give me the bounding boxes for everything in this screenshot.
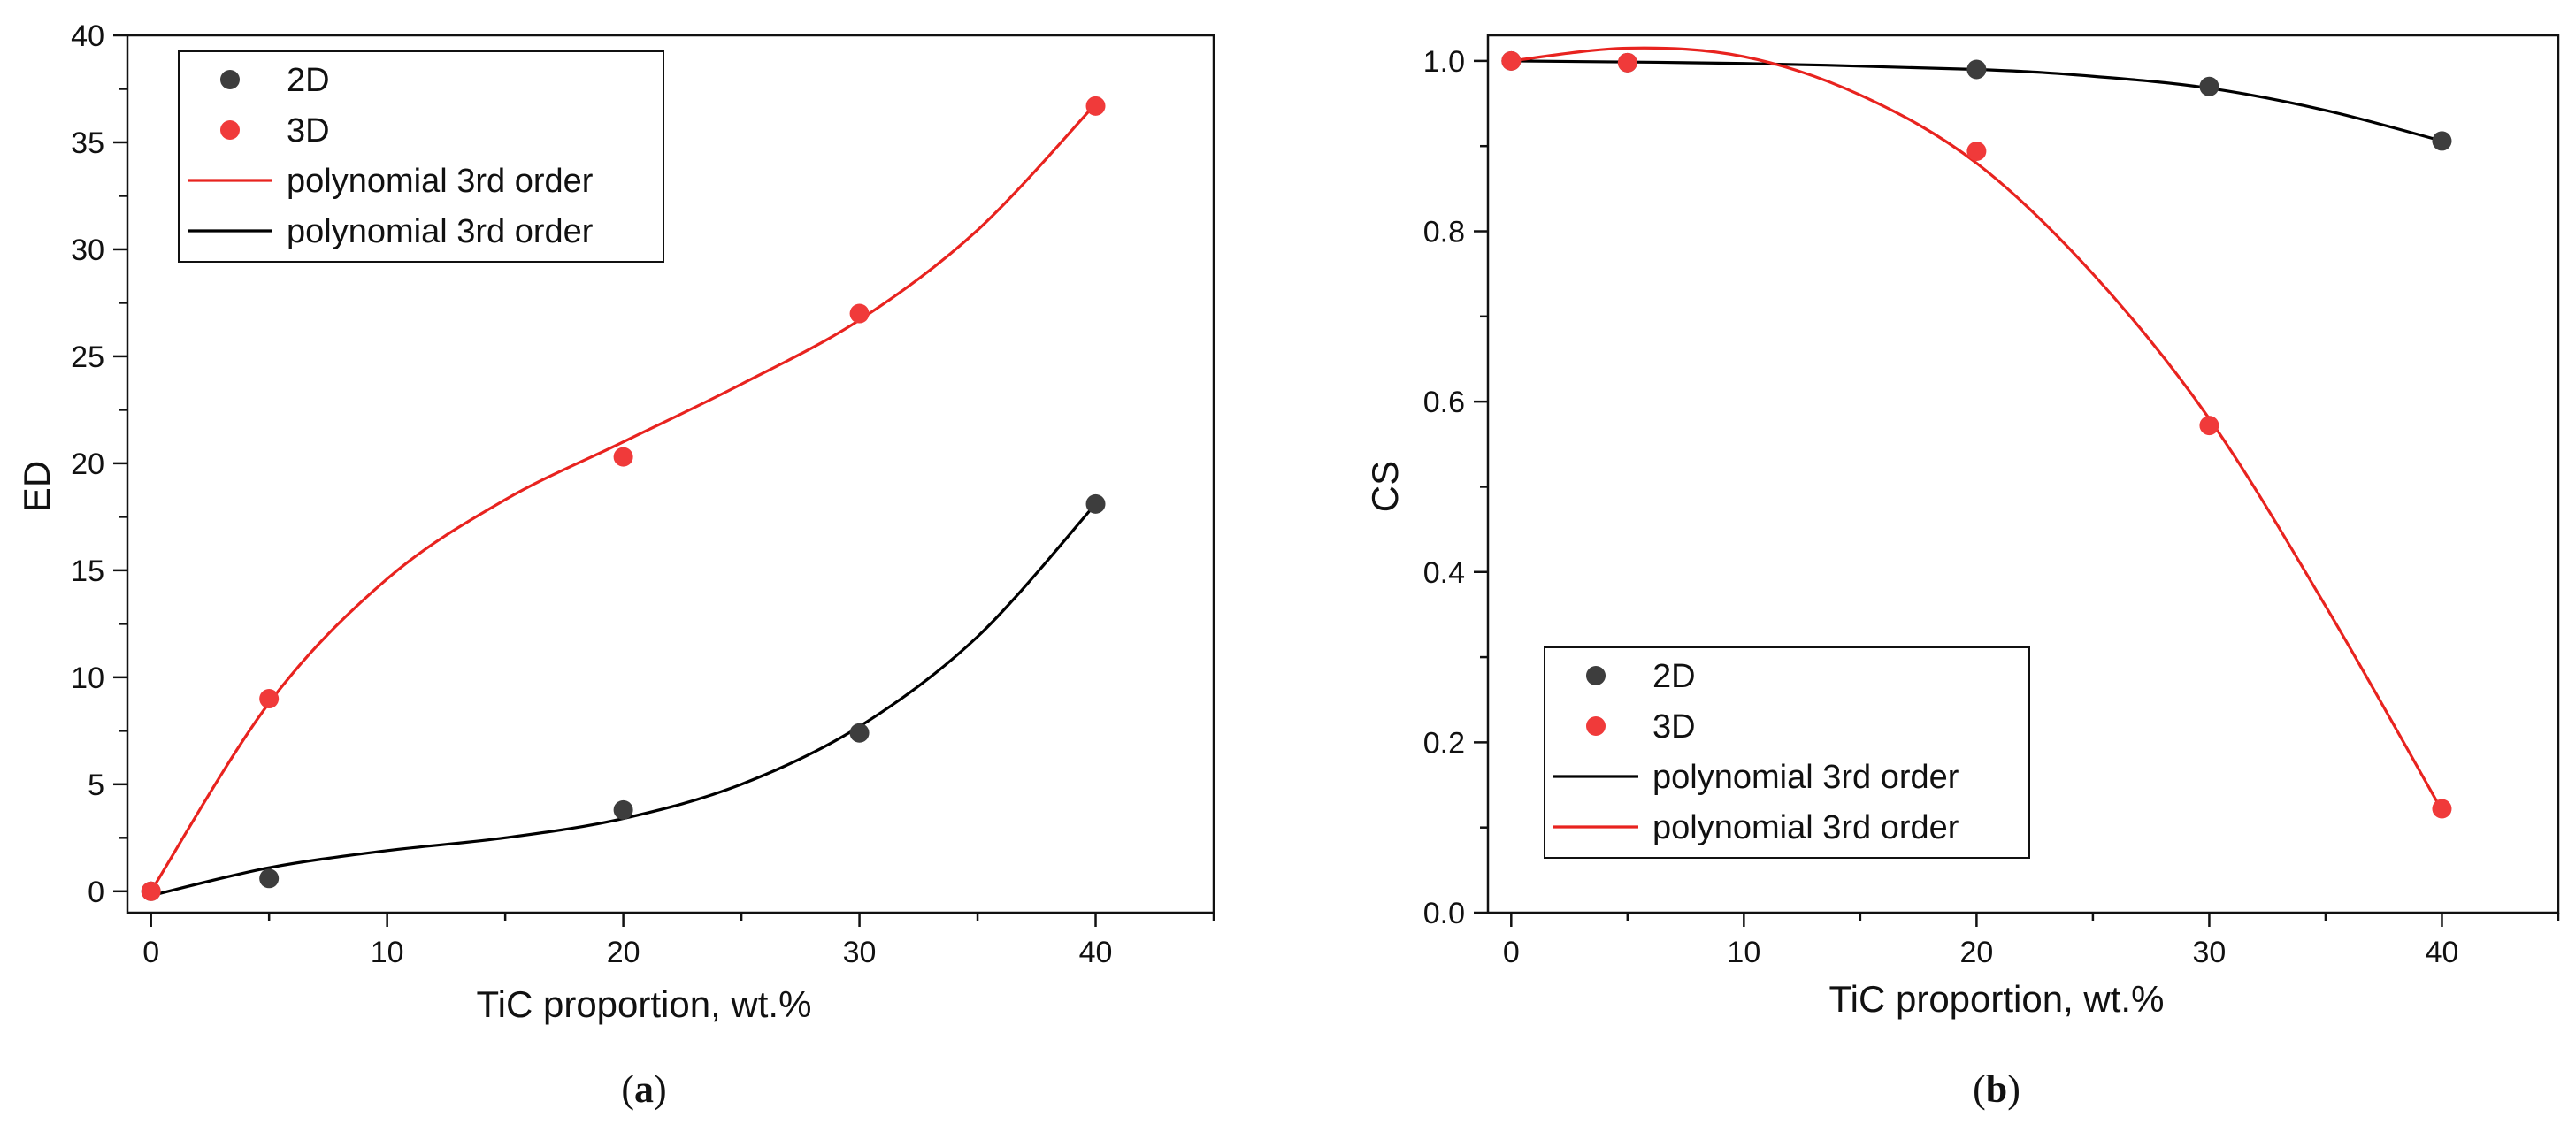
data-point-3d [141, 881, 161, 901]
data-point-3d [1085, 96, 1106, 116]
legend-label: polynomial 3rd order [1652, 759, 1959, 796]
data-point-3d [259, 689, 280, 709]
data-point-2d [2199, 76, 2220, 96]
caption-paren-close: ) [2007, 1067, 2020, 1111]
x-tick-label: 30 [843, 936, 877, 969]
fit-curve-polynomial [1511, 46, 2443, 812]
data-point-3d [1501, 50, 1522, 71]
data-point-2d [1085, 493, 1106, 514]
x-tick-label: 0 [1503, 936, 1520, 969]
legend-label: polynomial 3rd order [287, 213, 594, 250]
data-point-3d [613, 447, 633, 467]
fit-curve-polynomial [150, 502, 1097, 898]
y-tick-label: 40 [71, 19, 104, 53]
caption-paren-close: ) [654, 1067, 667, 1111]
data-point-2d [613, 799, 633, 820]
y-tick-label: 20 [71, 447, 104, 481]
legend-label: 3D [287, 112, 330, 149]
y-tick-label: 1.0 [1423, 45, 1465, 79]
y-tick-label: 0.0 [1423, 897, 1465, 930]
data-point-3d [2199, 416, 2220, 436]
x-tick-label: 20 [1959, 936, 1993, 969]
caption-paren-open: ( [621, 1067, 634, 1111]
legend-marker [220, 120, 240, 140]
x-tick-label: 10 [371, 936, 404, 969]
y-axis-title: CS [1364, 461, 1406, 512]
y-tick-label: 10 [71, 662, 104, 695]
panel-caption: (a) [621, 1067, 666, 1111]
legend-marker [1586, 666, 1606, 685]
data-point-2d [2432, 131, 2452, 151]
y-tick-label: 30 [71, 233, 104, 267]
y-tick-label: 0 [88, 876, 104, 909]
legend-box [178, 50, 664, 263]
legend-label: polynomial 3rd order [287, 163, 594, 200]
data-point-2d [259, 868, 280, 889]
y-tick-label: 0.4 [1423, 556, 1465, 590]
legend-label: 2D [287, 62, 330, 99]
legend-box [1544, 646, 2030, 859]
legend: 2D 3D polynomial 3rd order polynomial 3rd o… [178, 50, 664, 263]
plot-frame [126, 34, 1215, 914]
legend-label: 2D [1652, 658, 1696, 695]
data-point-3d [2432, 799, 2452, 819]
data-point-3d [849, 303, 870, 324]
x-tick-label: 40 [1079, 936, 1113, 969]
legend-label: 3D [1652, 708, 1696, 746]
data-point-3d [1617, 52, 1637, 73]
x-tick-label: 40 [2426, 936, 2459, 969]
data-point-3d [1966, 141, 1987, 161]
x-tick-label: 30 [2193, 936, 2227, 969]
y-axis-title: ED [16, 461, 58, 512]
y-tick-label: 35 [71, 126, 104, 160]
x-axis-title: TiC proportion, wt.% [477, 983, 812, 1025]
fit-curve-polynomial [150, 103, 1097, 892]
y-tick-label: 0.6 [1423, 386, 1465, 419]
chart-panel-b: 0 10 20 30 40 0.0 0.2 0.4 0.6 0.8 1.0 TiC proportio… [1364, 34, 2560, 1111]
legend-marker [1586, 716, 1606, 736]
legend: 2D 3D polynomial 3rd order polynomial 3rd o… [1544, 646, 2030, 859]
caption-letter: b [1986, 1067, 2007, 1111]
x-tick-label: 20 [607, 936, 640, 969]
y-tick-label: 0.8 [1423, 216, 1465, 249]
data-point-2d [849, 723, 870, 743]
chart-panel-a: 0 10 20 30 40 0 5 10 15 20 25 30 35 40 TiC proportion,… [16, 19, 1215, 1111]
y-tick-label: 5 [88, 769, 104, 802]
x-axis-title: TiC proportion, wt.% [1829, 978, 2165, 1020]
fit-curve-polynomial [1511, 59, 2442, 142]
plot-frame [1486, 34, 2560, 914]
data-point-2d [1966, 59, 1987, 80]
caption-paren-open: ( [1973, 1067, 1986, 1111]
caption-letter: a [634, 1067, 654, 1111]
legend-marker [220, 70, 240, 89]
y-tick-label: 15 [71, 555, 104, 588]
x-tick-label: 0 [142, 936, 159, 969]
legend-label: polynomial 3rd order [1652, 809, 1959, 846]
panel-caption: (b) [1973, 1067, 2020, 1111]
y-tick-label: 0.2 [1423, 726, 1465, 760]
x-tick-label: 10 [1727, 936, 1760, 969]
y-tick-label: 25 [71, 340, 104, 374]
